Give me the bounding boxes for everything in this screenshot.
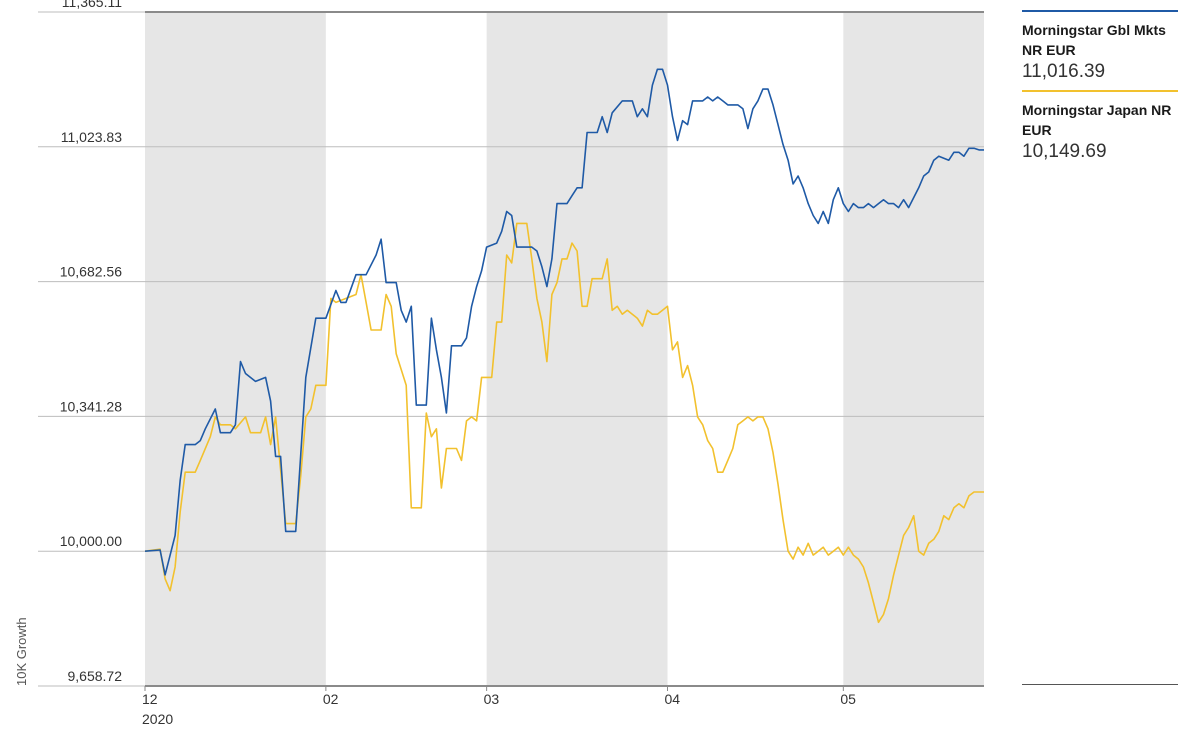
series-line-morningstar-gbl-mkts-nr-eur <box>144 68 984 576</box>
legend: Morningstar Gbl Mkts NR EUR 11,016.39 Mo… <box>1022 10 1178 170</box>
legend-bottom-rule <box>1022 684 1178 685</box>
x-tick-label: 03 <box>484 691 500 707</box>
series-lines <box>144 68 984 624</box>
horizontal-gridlines <box>38 11 984 687</box>
y-tick-label: 11,023.83 <box>61 129 122 145</box>
legend-series-name: Morningstar Japan NR EUR <box>1022 102 1172 138</box>
legend-series-value: 11,016.39 <box>1022 61 1106 82</box>
shaded-band <box>145 12 326 686</box>
legend-series-value: 10,149.69 <box>1022 141 1107 162</box>
shaded-band <box>843 12 984 686</box>
x-tick-label: 04 <box>664 691 680 707</box>
x-tick-label: 02 <box>323 691 339 707</box>
y-tick-label: 9,658.72 <box>68 668 123 684</box>
y-axis-title: 10K Growth <box>14 617 29 686</box>
x-tick-label: 05 <box>840 691 856 707</box>
y-axis-tick-labels: 11,365.11 11,023.83 10,682.56 10,341.28 10,0… <box>60 0 123 684</box>
x-axis-tick-labels: 12 2020 02 03 04 05 <box>142 686 856 727</box>
x-tick-sublabel: 2020 <box>142 711 173 727</box>
y-tick-label: 10,000.00 <box>60 533 122 549</box>
y-tick-label: 10,682.56 <box>60 264 122 280</box>
y-tick-label: 10,341.28 <box>60 398 122 414</box>
legend-item-gbl-mkts: Morningstar Gbl Mkts NR EUR 11,016.39 <box>1022 10 1178 84</box>
series-line-morningstar-japan-nr-eur <box>144 222 984 624</box>
legend-series-name: Morningstar Gbl Mkts NR EUR <box>1022 22 1166 58</box>
y-tick-label: 11,365.11 <box>62 0 122 10</box>
shaded-month-bands <box>145 12 984 686</box>
legend-item-japan: Morningstar Japan NR EUR 10,149.69 <box>1022 90 1178 164</box>
shaded-band <box>486 12 668 686</box>
x-tick-label: 12 <box>142 691 158 707</box>
